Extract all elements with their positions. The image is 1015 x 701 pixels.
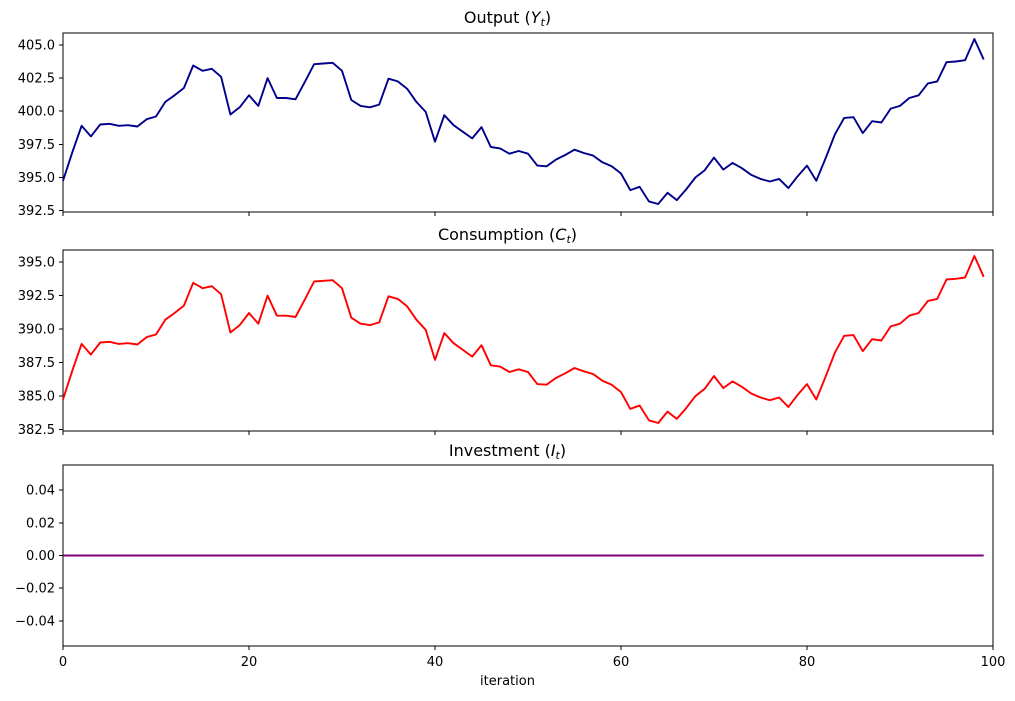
y-tick-label: 387.5 bbox=[18, 356, 55, 371]
title-subscript: t bbox=[540, 16, 545, 29]
title-text: Investment ( bbox=[448, 441, 551, 460]
title-subscript: t bbox=[555, 449, 560, 462]
y-tick-label: 0.00 bbox=[26, 549, 55, 564]
plot-title-output: Output (Yt) bbox=[0, 10, 1015, 31]
output-line bbox=[62, 38, 985, 205]
y-tick-label: 395.0 bbox=[18, 256, 55, 271]
y-tick-label: 390.0 bbox=[18, 323, 55, 338]
title-text: ) bbox=[559, 441, 567, 460]
y-tick-label: 392.5 bbox=[18, 289, 55, 304]
y-tick-label: 402.5 bbox=[18, 72, 55, 87]
y-tick-label: −0.04 bbox=[15, 614, 55, 629]
title-text: Consumption ( bbox=[437, 225, 556, 244]
x-tick-label: 100 bbox=[981, 655, 1006, 670]
output-frame bbox=[62, 32, 994, 213]
title-text: ) bbox=[544, 8, 552, 27]
y-tick-label: 0.04 bbox=[26, 484, 55, 499]
title-symbol: Y bbox=[530, 8, 541, 27]
y-tick-label: 392.5 bbox=[18, 204, 55, 219]
title-symbol: C bbox=[555, 225, 567, 244]
x-tick-label: 20 bbox=[241, 655, 258, 670]
y-tick-label: 385.0 bbox=[18, 390, 55, 405]
x-tick-label: 40 bbox=[427, 655, 444, 670]
y-tick-label: 0.02 bbox=[26, 516, 55, 531]
y-tick-label: 400.0 bbox=[18, 105, 55, 120]
plot-title-investment: Investment (It) bbox=[0, 443, 1015, 464]
x-tick-label: 80 bbox=[799, 655, 816, 670]
consumption-line bbox=[62, 255, 985, 424]
y-tick-label: 405.0 bbox=[18, 38, 55, 53]
y-tick-label: 395.0 bbox=[18, 171, 55, 186]
x-axis-label: iteration bbox=[480, 674, 535, 689]
y-tick-label: −0.02 bbox=[15, 582, 55, 597]
consumption-frame bbox=[62, 249, 994, 432]
title-symbol: I bbox=[550, 441, 556, 460]
plot-title-consumption: Consumption (Ct) bbox=[0, 227, 1015, 248]
title-text: ) bbox=[570, 225, 578, 244]
x-tick-label: 60 bbox=[613, 655, 630, 670]
y-tick-label: 397.5 bbox=[18, 138, 55, 153]
title-text: Output ( bbox=[463, 8, 531, 27]
x-tick-label: 0 bbox=[59, 655, 67, 670]
title-subscript: t bbox=[566, 233, 571, 246]
y-tick-label: 382.5 bbox=[18, 423, 55, 438]
